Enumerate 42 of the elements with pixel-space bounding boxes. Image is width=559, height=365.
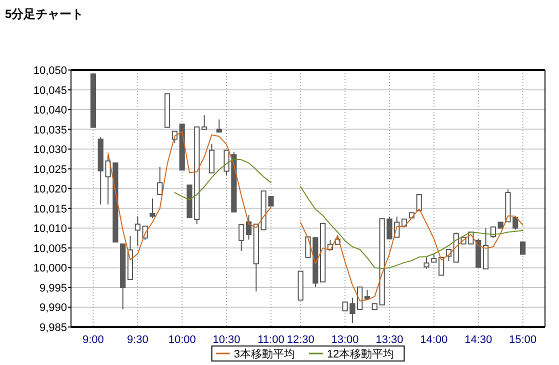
candlestick bbox=[416, 194, 422, 212]
y-tick-label: 10,025 bbox=[33, 164, 67, 176]
candlestick bbox=[208, 143, 215, 174]
y-tick-label: 10,015 bbox=[33, 203, 67, 216]
x-tick-label: 14:30 bbox=[464, 334, 492, 346]
candlestick bbox=[216, 118, 222, 133]
x-tick-label: 12:30 bbox=[286, 334, 314, 346]
candlestick bbox=[364, 289, 370, 300]
candlestick bbox=[424, 256, 430, 270]
y-tick-label: 9,995 bbox=[39, 282, 67, 294]
candlestick bbox=[246, 214, 252, 240]
y-tick-label: 10,020 bbox=[33, 184, 67, 196]
x-tick-label: 11:00 bbox=[258, 334, 284, 346]
x-tick-label: 14:00 bbox=[420, 334, 448, 346]
x-tick-label: 9:00 bbox=[82, 334, 104, 346]
candlestick bbox=[238, 224, 244, 252]
x-tick-label: 13:30 bbox=[376, 334, 404, 346]
x-tick-label: 10:00 bbox=[168, 334, 196, 346]
candlestick bbox=[482, 228, 489, 270]
candlestick bbox=[202, 114, 208, 130]
chart-title: 5分足チャート bbox=[5, 7, 84, 21]
y-tick-label: 10,045 bbox=[33, 84, 67, 97]
y-tick-label: 10,010 bbox=[33, 223, 67, 236]
candlestick bbox=[150, 198, 156, 219]
y-tick-label: 10,000 bbox=[33, 262, 67, 275]
y-tick-label: 10,050 bbox=[33, 65, 67, 77]
candlestick bbox=[490, 226, 496, 239]
x-tick-label: 13:00 bbox=[331, 334, 359, 346]
x-tick-label: 9:30 bbox=[126, 334, 148, 346]
x-tick-label: 15:00 bbox=[509, 334, 537, 346]
legend-label: 3本移動平均 bbox=[234, 348, 295, 360]
legend-label: 12本移動平均 bbox=[326, 348, 394, 360]
x-tick-label: 10:30 bbox=[212, 334, 240, 346]
y-tick-label: 10,035 bbox=[33, 124, 67, 136]
candlestick bbox=[157, 166, 163, 196]
candlestick bbox=[134, 216, 140, 246]
y-tick-label: 10,005 bbox=[33, 242, 67, 255]
y-tick-label: 10,040 bbox=[33, 104, 67, 117]
y-tick-label: 9,985 bbox=[39, 322, 67, 334]
y-tick-label: 9,990 bbox=[39, 302, 67, 314]
y-tick-label: 10,030 bbox=[33, 144, 67, 156]
candlestick bbox=[520, 241, 526, 255]
